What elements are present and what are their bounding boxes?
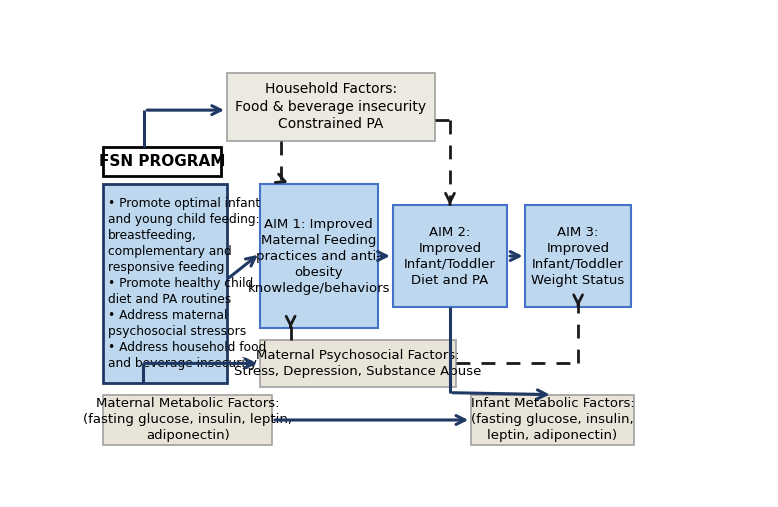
Text: AIM 2:
Improved
Infant/Toddler
Diet and PA: AIM 2: Improved Infant/Toddler Diet and … — [404, 226, 496, 286]
Text: Maternal Psychosocial Factors:
Stress, Depression, Substance Abuse: Maternal Psychosocial Factors: Stress, D… — [234, 349, 482, 378]
Text: AIM 1: Improved
Maternal Feeding
practices and anti-
obesity
knowledge/behaviors: AIM 1: Improved Maternal Feeding practic… — [247, 218, 390, 295]
FancyBboxPatch shape — [103, 184, 227, 383]
FancyBboxPatch shape — [260, 184, 377, 328]
Text: Infant Metabolic Factors:
(fasting glucose, insulin,
leptin, adiponectin): Infant Metabolic Factors: (fasting gluco… — [471, 397, 634, 443]
FancyBboxPatch shape — [103, 394, 272, 445]
Text: AIM 3:
Improved
Infant/Toddler
Weight Status: AIM 3: Improved Infant/Toddler Weight St… — [531, 226, 625, 286]
Text: Maternal Metabolic Factors:
(fasting glucose, insulin, leptin,
adiponectin): Maternal Metabolic Factors: (fasting glu… — [83, 397, 293, 443]
Text: Household Factors:
Food & beverage insecurity
Constrained PA: Household Factors: Food & beverage insec… — [235, 83, 426, 131]
FancyBboxPatch shape — [471, 394, 634, 445]
Text: FSN PROGRAM: FSN PROGRAM — [99, 154, 226, 169]
FancyBboxPatch shape — [103, 147, 221, 176]
FancyBboxPatch shape — [525, 205, 631, 307]
FancyBboxPatch shape — [260, 340, 456, 387]
Text: • Promote optimal infant
and young child feeding:
breastfeeding,
complementary a: • Promote optimal infant and young child… — [108, 197, 267, 370]
FancyBboxPatch shape — [227, 73, 435, 141]
FancyBboxPatch shape — [393, 205, 507, 307]
